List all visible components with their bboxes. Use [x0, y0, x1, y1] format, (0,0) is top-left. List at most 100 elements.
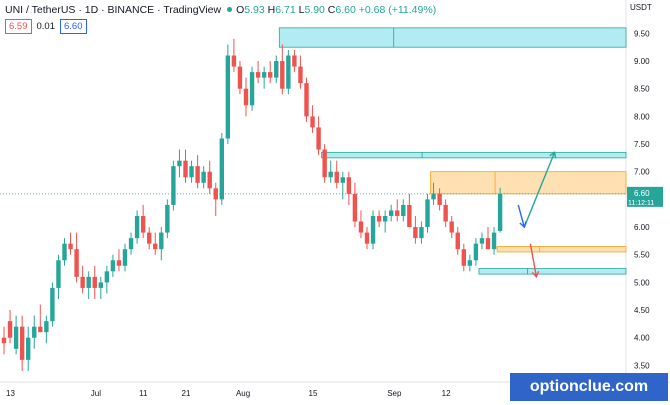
forecast-arrow-2 — [529, 243, 538, 277]
candle-body-66 — [401, 204, 406, 216]
candle-body-29 — [177, 160, 182, 167]
candle-body-81 — [491, 232, 497, 250]
time-tick-0: 13 — [6, 389, 15, 398]
candle-body-63 — [382, 215, 388, 222]
candle-body-38 — [231, 55, 237, 67]
countdown-value: 11:12:11 — [628, 200, 654, 207]
candle-body-70 — [425, 199, 430, 228]
candle-body-72 — [437, 193, 442, 205]
candle-body-58 — [352, 193, 358, 222]
candle-body-44 — [268, 72, 273, 78]
price-tick-0: 9.50 — [634, 29, 650, 38]
forecast-arrow-1 — [517, 204, 525, 228]
ask-button[interactable]: 6.60 — [60, 19, 87, 34]
candle-body-47 — [286, 55, 291, 89]
bid-button[interactable]: 6.59 — [5, 19, 32, 34]
watermark-logo: optionclue.com — [510, 373, 668, 401]
candle-body-40 — [243, 88, 249, 106]
candle-body-54 — [328, 171, 333, 178]
zone-2 — [430, 171, 627, 195]
candle-body-80 — [485, 238, 491, 250]
forecast-arrowhead-1 — [519, 221, 527, 229]
close-label: C — [327, 4, 336, 16]
candle-body-75 — [455, 232, 460, 250]
high-label: H — [267, 4, 276, 16]
candle-body-24 — [147, 232, 152, 244]
candle-body-71 — [431, 193, 436, 200]
candle-body-21 — [128, 238, 134, 250]
candle-body-33 — [201, 171, 206, 183]
candle-body-11 — [68, 243, 73, 250]
price-tick-4: 7.50 — [634, 140, 650, 149]
candle-body-36 — [219, 138, 224, 200]
candle-body-56 — [340, 177, 345, 183]
zone-3 — [496, 246, 627, 253]
symbol-title[interactable]: UNI / TetherUS · 1D · BINANCE · TradingV… — [5, 4, 222, 16]
forecast-arrow-0 — [523, 152, 556, 228]
candle-body-76 — [461, 249, 466, 266]
candle-body-27 — [165, 204, 170, 233]
candle-body-28 — [171, 166, 176, 205]
currency-unit[interactable]: USDT — [630, 3, 652, 12]
candle-body-59 — [358, 221, 364, 233]
price-tick-11: 4.00 — [634, 334, 650, 343]
candle-body-16 — [98, 282, 103, 288]
candle-body-55 — [334, 171, 339, 183]
price-tick-10: 4.50 — [634, 306, 650, 315]
candle-body-5 — [32, 326, 37, 338]
candle-body-20 — [122, 249, 128, 266]
zone-0 — [278, 27, 627, 48]
candle-body-69 — [419, 227, 424, 239]
price-tick-8: 5.50 — [634, 251, 650, 260]
candle-body-78 — [473, 243, 479, 261]
candle-body-64 — [389, 210, 394, 216]
candle-body-68 — [413, 227, 418, 239]
candle-body-3 — [19, 326, 25, 360]
candle-body-12 — [74, 249, 79, 277]
candle-body-57 — [346, 177, 352, 194]
candle-body-26 — [159, 232, 164, 250]
candle-body-43 — [261, 72, 267, 78]
candle-body-0 — [1, 337, 7, 344]
market-status-icon — [227, 7, 233, 12]
open-value: 5.93 — [244, 4, 265, 16]
time-tick-5: 15 — [309, 389, 318, 398]
candle-body-25 — [153, 243, 158, 250]
zone-4 — [478, 268, 627, 275]
price-tick-9: 5.00 — [634, 278, 650, 287]
candle-body-48 — [292, 55, 297, 67]
forecast-arrowhead-0 — [549, 151, 557, 159]
candle-body-62 — [376, 215, 382, 222]
candle-body-17 — [104, 271, 110, 283]
candle-body-49 — [298, 66, 303, 84]
candle-body-19 — [116, 260, 122, 266]
candle-body-74 — [449, 221, 454, 233]
candle-body-8 — [50, 287, 55, 322]
chart-header: UNI / TetherUS · 1D · BINANCE · TradingV… — [5, 4, 436, 16]
candle-body-41 — [249, 72, 255, 106]
candle-body-46 — [280, 61, 285, 89]
candle-body-22 — [134, 215, 140, 239]
candle-body-14 — [86, 276, 91, 288]
candle-body-10 — [62, 243, 67, 261]
time-tick-6: Sep — [387, 389, 402, 398]
time-tick-1: Jul — [91, 389, 101, 398]
spread-value: 0.01 — [36, 21, 56, 32]
candle-body-13 — [80, 276, 85, 288]
candle-body-18 — [110, 260, 116, 272]
candle-body-1 — [7, 321, 13, 338]
candle-body-39 — [237, 66, 243, 89]
candle-body-15 — [92, 276, 97, 288]
time-tick-7: 12 — [442, 389, 451, 398]
candle-body-67 — [407, 204, 412, 228]
candle-body-6 — [38, 326, 43, 333]
candle-body-77 — [467, 260, 473, 266]
candle-body-2 — [13, 326, 19, 349]
last-price-value: 6.60 — [634, 189, 650, 198]
candle-body-7 — [44, 321, 49, 333]
price-tick-7: 6.00 — [634, 223, 650, 232]
price-tick-12: 3.50 — [634, 361, 650, 370]
candle-body-9 — [56, 260, 61, 288]
last-price-tag — [627, 186, 663, 207]
